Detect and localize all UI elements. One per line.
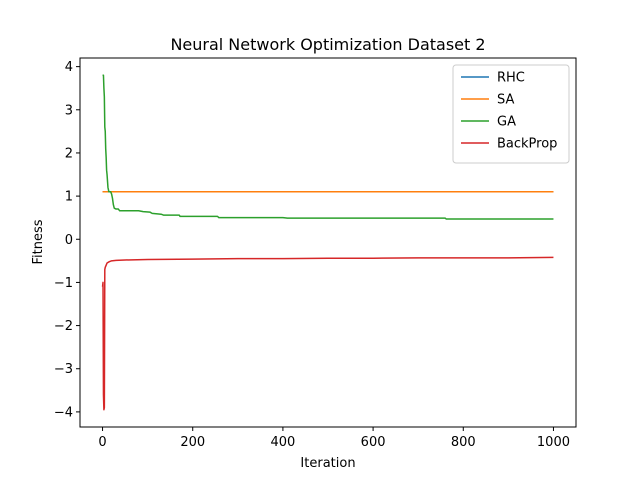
x-axis-label: Iteration: [300, 456, 355, 471]
y-tick-label: −1: [54, 276, 73, 291]
y-tick-label: 1: [65, 190, 73, 205]
y-tick-label: 4: [65, 60, 73, 75]
x-tick-label: 400: [270, 435, 295, 450]
legend-box: [452, 64, 570, 164]
legend-label-backprop: BackProp: [497, 137, 557, 152]
series-line-backprop: [101, 256, 554, 411]
legend-label-ga: GA: [497, 115, 516, 130]
ticks-layer: 0 200 400 600 800 1000 −4 −3 −2 −1 0 1 2 3 4: [54, 60, 570, 450]
x-tick-label: 600: [361, 435, 386, 450]
y-tick-label: −4: [54, 405, 73, 420]
series-layer: [101, 74, 554, 411]
y-axis-label: Fitness: [31, 219, 46, 264]
y-tick-label: −2: [54, 319, 73, 334]
legend-label-sa: SA: [497, 93, 514, 108]
y-tick-label: 3: [65, 103, 73, 118]
legend-label-rhc: RHC: [497, 71, 525, 86]
x-tick-label: 800: [451, 435, 476, 450]
y-tick-label: −3: [54, 362, 73, 377]
legend: RHC SA GA BackProp: [452, 64, 570, 164]
y-tick-label: 0: [65, 233, 73, 248]
x-tick-label: 1000: [537, 435, 570, 450]
y-tick-label: 2: [65, 146, 73, 161]
x-tick-label: 200: [180, 435, 205, 450]
x-tick-label: 0: [98, 435, 106, 450]
series-line-ga: [102, 74, 554, 220]
axes-frame: [79, 57, 577, 428]
chart-title: Neural Network Optimization Dataset 2: [170, 35, 485, 54]
